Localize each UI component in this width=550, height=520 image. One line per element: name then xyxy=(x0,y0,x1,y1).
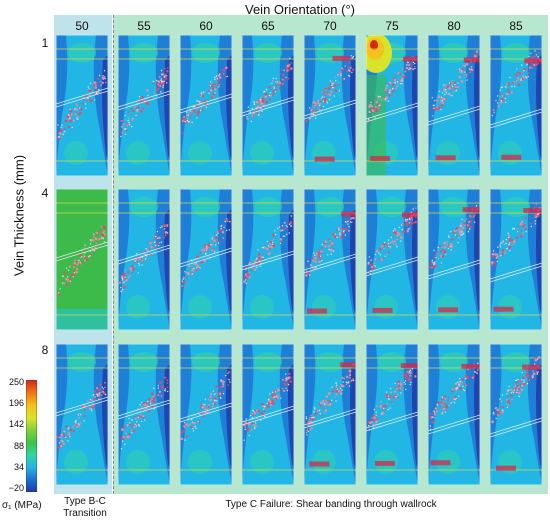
stress-panel-thickness-4-orientation-50 xyxy=(56,189,108,330)
column-label-60: 60 xyxy=(199,19,213,33)
stress-panel-thickness-1-orientation-80 xyxy=(428,35,480,176)
colorbar-tick-label: 34 xyxy=(13,462,24,472)
column-label-55: 55 xyxy=(137,19,151,33)
row-label-8mm: 8 xyxy=(41,343,49,357)
colorbar-tick-label: 142 xyxy=(8,419,24,429)
stress-panel-thickness-4-orientation-70 xyxy=(304,189,356,330)
figure-title: Vein Orientation (°) xyxy=(245,2,355,17)
colorbar-gradient xyxy=(25,379,38,493)
column-label-70: 70 xyxy=(323,19,337,33)
stress-panel-thickness-4-orientation-80 xyxy=(428,189,480,330)
colorbar-tick-label: 196 xyxy=(8,398,24,408)
colorbar-tick-label: 250 xyxy=(8,377,24,387)
column-label-80: 80 xyxy=(447,19,461,33)
stress-panel-thickness-8-orientation-65 xyxy=(242,344,294,485)
column-label-50: 50 xyxy=(75,19,89,33)
region-divider xyxy=(113,15,114,494)
column-label-65: 65 xyxy=(261,19,275,33)
colorbar-tick-label: 88 xyxy=(13,441,24,451)
stress-panel-thickness-8-orientation-80 xyxy=(428,344,480,485)
type-bc-caption-line2: Transition xyxy=(63,508,107,519)
stress-panel-thickness-4-orientation-65 xyxy=(242,189,294,330)
stress-panel-thickness-8-orientation-75 xyxy=(366,344,418,485)
row-label-1mm: 1 xyxy=(41,36,49,50)
type-bc-caption-line1: Type B-C xyxy=(64,496,106,507)
stress-panel-thickness-1-orientation-55 xyxy=(118,35,170,176)
stress-panel-thickness-1-orientation-60 xyxy=(180,35,232,176)
type-bc-caption: Type B-C Transition xyxy=(55,496,115,520)
colorbar xyxy=(25,379,38,493)
type-c-caption: Type C Failure: Shear banding through wa… xyxy=(225,499,437,510)
stress-panel-thickness-8-orientation-70 xyxy=(304,344,356,485)
colorbar-tick-label: −20 xyxy=(8,483,24,493)
stress-panel-thickness-4-orientation-55 xyxy=(118,189,170,330)
column-label-75: 75 xyxy=(385,19,399,33)
column-label-85: 85 xyxy=(509,19,523,33)
y-axis-label: Vein Thickness (mm) xyxy=(11,154,27,277)
row-label-4mm: 4 xyxy=(41,186,49,200)
stress-panel-thickness-1-orientation-75 xyxy=(366,35,418,176)
stress-panel-thickness-8-orientation-85 xyxy=(490,344,542,485)
stress-panel-thickness-1-orientation-85 xyxy=(490,35,542,176)
stress-panel-thickness-1-orientation-65 xyxy=(242,35,294,176)
stress-panel-thickness-8-orientation-50 xyxy=(56,344,108,485)
stress-panel-thickness-8-orientation-60 xyxy=(180,344,232,485)
stress-panel-thickness-4-orientation-85 xyxy=(490,189,542,330)
stress-panel-thickness-4-orientation-75 xyxy=(366,189,418,330)
colorbar-title: σ₁ (MPa) xyxy=(2,500,42,511)
stress-panel-thickness-4-orientation-60 xyxy=(180,189,232,330)
stress-panel-thickness-1-orientation-70 xyxy=(304,35,356,176)
stress-panel-thickness-8-orientation-55 xyxy=(118,344,170,485)
stress-panel-thickness-1-orientation-50 xyxy=(56,35,108,176)
